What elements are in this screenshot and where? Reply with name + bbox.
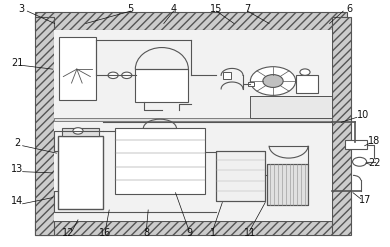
Circle shape xyxy=(122,72,132,79)
Bar xyxy=(248,82,254,86)
Text: 8: 8 xyxy=(143,228,149,238)
Bar xyxy=(35,12,347,30)
Circle shape xyxy=(250,67,296,95)
Text: 17: 17 xyxy=(358,195,371,205)
Text: 10: 10 xyxy=(356,110,369,120)
Bar xyxy=(54,30,332,221)
Bar xyxy=(332,17,351,235)
Text: 14: 14 xyxy=(11,196,24,206)
Bar xyxy=(54,118,332,121)
Bar xyxy=(135,69,188,102)
Bar xyxy=(216,151,265,201)
Circle shape xyxy=(300,69,310,75)
Text: 2: 2 xyxy=(14,138,21,148)
Bar xyxy=(115,128,205,194)
Bar xyxy=(35,221,347,235)
Bar xyxy=(35,17,54,235)
Bar xyxy=(267,164,308,205)
Bar xyxy=(223,72,231,79)
Bar xyxy=(62,128,99,136)
Text: 9: 9 xyxy=(186,228,192,238)
Text: 16: 16 xyxy=(99,228,112,238)
Bar xyxy=(250,96,332,118)
Bar xyxy=(216,151,265,201)
Text: 4: 4 xyxy=(170,4,177,14)
Circle shape xyxy=(263,75,283,87)
Text: 13: 13 xyxy=(11,164,24,174)
Bar xyxy=(267,164,308,205)
Bar xyxy=(58,136,103,209)
Text: 12: 12 xyxy=(62,228,74,238)
Text: 15: 15 xyxy=(210,4,223,14)
Text: 6: 6 xyxy=(346,4,352,14)
Text: 11: 11 xyxy=(243,228,256,238)
Bar xyxy=(345,140,367,149)
Text: 21: 21 xyxy=(11,58,24,68)
Text: 7: 7 xyxy=(245,4,251,14)
Text: 1: 1 xyxy=(209,228,216,238)
Bar xyxy=(58,37,96,100)
Text: 3: 3 xyxy=(18,4,25,14)
Circle shape xyxy=(353,157,367,166)
Circle shape xyxy=(73,128,83,134)
Text: 18: 18 xyxy=(368,136,381,146)
Bar xyxy=(296,75,318,93)
Text: 5: 5 xyxy=(128,4,134,14)
Circle shape xyxy=(108,72,118,79)
Text: 22: 22 xyxy=(368,158,381,168)
